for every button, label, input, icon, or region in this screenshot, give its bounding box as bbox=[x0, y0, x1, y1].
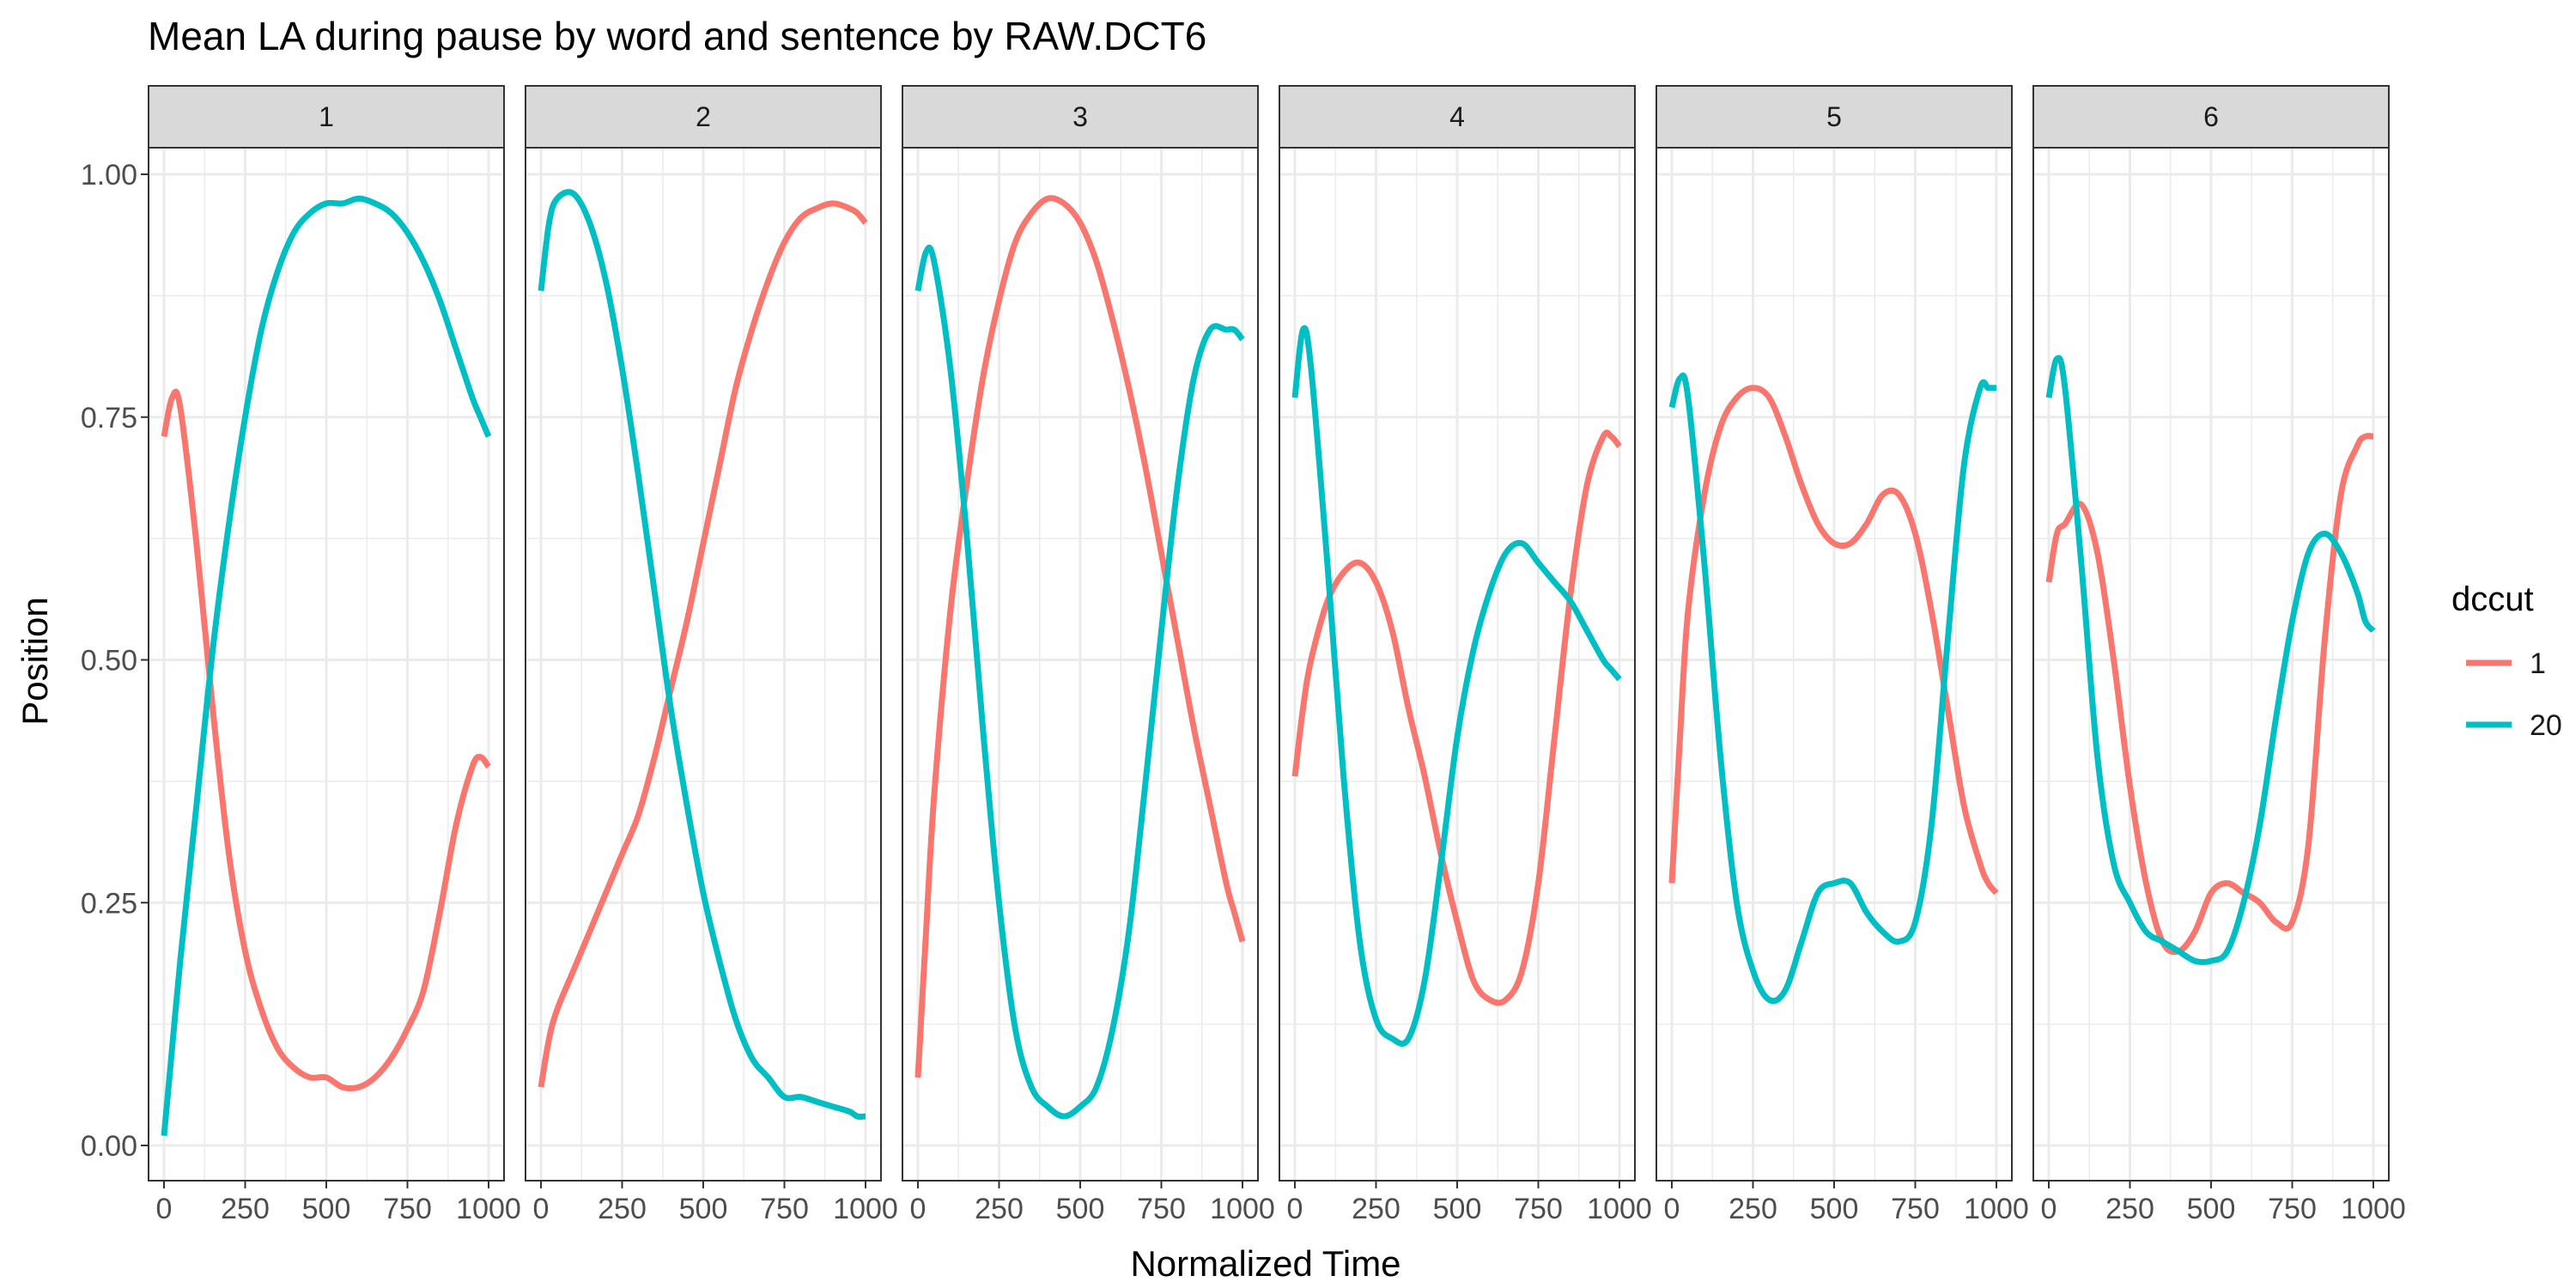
y-axis-label: Position bbox=[15, 597, 55, 725]
x-tick-label: 500 bbox=[2187, 1193, 2236, 1225]
facet-strip-label: 1 bbox=[319, 101, 334, 132]
facet-strip bbox=[1656, 85, 2013, 149]
facet-strip bbox=[525, 85, 882, 149]
facet-panel-5: 5 0 250 500 750 1000 bbox=[1656, 85, 2029, 1225]
facet-strip-label: 6 bbox=[2203, 101, 2219, 132]
facet-strip bbox=[2032, 85, 2390, 149]
facet-panel-6: 6 0 250 500 750 1000 bbox=[2032, 85, 2406, 1225]
x-tick-label: 0 bbox=[1287, 1193, 1303, 1225]
x-tick-label: 750 bbox=[383, 1193, 432, 1225]
series-line-20 bbox=[1668, 372, 1997, 1005]
x-tick-label: 0 bbox=[156, 1193, 173, 1225]
x-tick-label: 0 bbox=[2041, 1193, 2057, 1225]
legend: dccut 1 20 bbox=[2451, 580, 2562, 742]
series-line-20 bbox=[161, 195, 492, 1137]
x-tick-label: 1000 bbox=[833, 1193, 898, 1225]
x-tick-label: 250 bbox=[598, 1193, 647, 1225]
x-tick-label: 750 bbox=[760, 1193, 809, 1225]
x-tick-label: 1000 bbox=[1964, 1193, 2029, 1225]
x-tick-label: 500 bbox=[679, 1193, 728, 1225]
series-line-20 bbox=[2045, 355, 2376, 966]
x-tick-label: 250 bbox=[221, 1193, 270, 1225]
x-tick-label: 750 bbox=[2268, 1193, 2317, 1225]
x-tick-label: 750 bbox=[1514, 1193, 1563, 1225]
x-tick-label: 250 bbox=[1352, 1193, 1400, 1225]
x-tick-label: 1000 bbox=[1587, 1193, 1652, 1225]
facet-strip-label: 5 bbox=[1826, 101, 1842, 132]
facet-panel-2: 2 0 250 500 750 1000 bbox=[525, 85, 898, 1225]
legend-label-20: 20 bbox=[2530, 709, 2562, 742]
x-tick-label: 500 bbox=[1810, 1193, 1859, 1225]
y-tick-label: 0.00 bbox=[81, 1130, 137, 1163]
x-tick-label: 1000 bbox=[1210, 1193, 1275, 1225]
facet-panel-3: 3 0 250 500 750 1000 bbox=[902, 85, 1275, 1225]
series-line-1 bbox=[1291, 429, 1622, 1006]
series-line-1 bbox=[161, 388, 491, 1092]
facet-strip bbox=[1279, 85, 1636, 149]
series-line-20 bbox=[914, 245, 1245, 1120]
x-tick-label: 500 bbox=[302, 1193, 351, 1225]
series-line-1 bbox=[914, 195, 1246, 1078]
facet-strip bbox=[902, 85, 1259, 149]
x-tick-label: 1000 bbox=[456, 1193, 521, 1225]
facet-panel-4: 4 0 250 500 750 1000 bbox=[1279, 85, 1652, 1225]
facet-strip-label: 2 bbox=[696, 101, 711, 132]
x-tick-label: 0 bbox=[910, 1193, 927, 1225]
facet-panel-1: 1 0 250 500 750 1000 bbox=[148, 85, 521, 1225]
x-tick-label: 0 bbox=[1664, 1193, 1680, 1225]
y-tick-label: 0.75 bbox=[81, 402, 137, 434]
y-tick-label: 0.50 bbox=[81, 645, 137, 677]
x-tick-label: 250 bbox=[2105, 1193, 2154, 1225]
x-tick-label: 0 bbox=[533, 1193, 550, 1225]
x-tick-label: 750 bbox=[1137, 1193, 1186, 1225]
y-tick-label: 1.00 bbox=[81, 159, 137, 191]
facet-strip-label: 3 bbox=[1072, 101, 1088, 132]
x-tick-label: 1000 bbox=[2341, 1193, 2406, 1225]
facet-strip bbox=[148, 85, 505, 149]
series-line-1 bbox=[538, 200, 868, 1088]
legend-label-1: 1 bbox=[2530, 647, 2546, 680]
x-tick-label: 500 bbox=[1433, 1193, 1482, 1225]
x-tick-label: 250 bbox=[1728, 1193, 1777, 1225]
x-tick-label: 250 bbox=[975, 1193, 1024, 1225]
x-axis-label: Normalized Time bbox=[1130, 1243, 1400, 1284]
x-tick-label: 500 bbox=[1056, 1193, 1105, 1225]
y-tick-label: 0.25 bbox=[81, 887, 137, 920]
series-line-20 bbox=[538, 189, 866, 1120]
legend-title: dccut bbox=[2451, 580, 2534, 618]
facet-strip-label: 4 bbox=[1449, 101, 1465, 132]
series-line-1 bbox=[2045, 433, 2374, 956]
series-line-20 bbox=[1291, 325, 1622, 1048]
chart-title: Mean LA during pause by word and sentenc… bbox=[148, 14, 1206, 58]
x-tick-label: 750 bbox=[1891, 1193, 1940, 1225]
